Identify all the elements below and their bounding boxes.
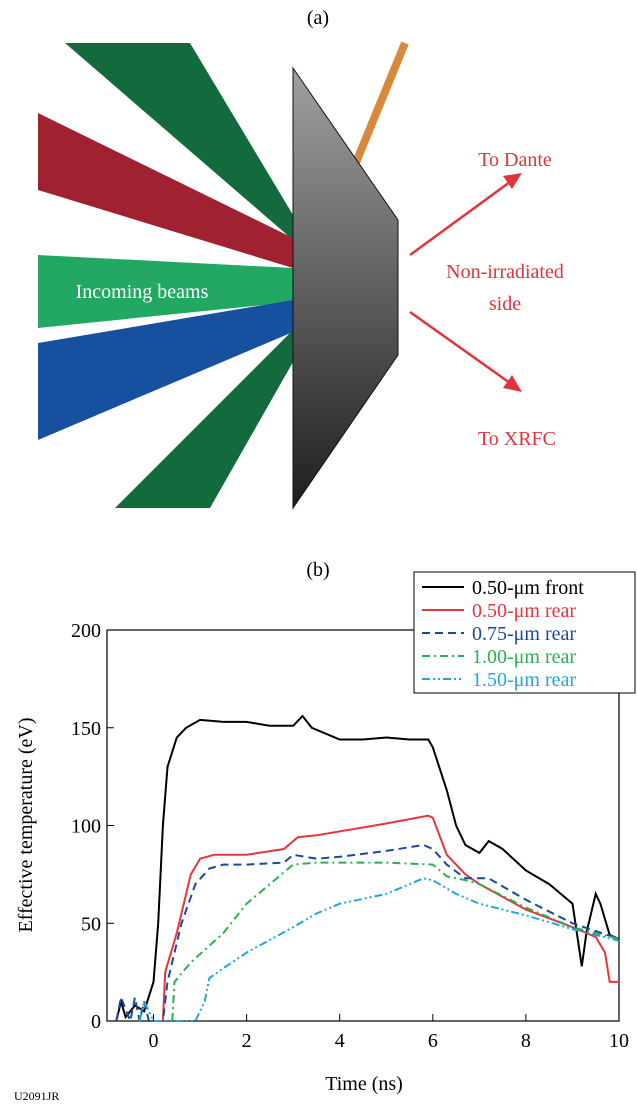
target <box>292 66 399 510</box>
series-line <box>138 877 620 1022</box>
series-line <box>115 714 620 1022</box>
to-dante: To Dante <box>478 149 552 171</box>
legend-label: 0.50-μm rear <box>472 600 576 622</box>
beam <box>38 300 293 440</box>
x-tick-label: 10 <box>609 1030 629 1052</box>
series-line <box>115 843 620 1025</box>
probe-rod <box>351 41 409 167</box>
y-tick-label: 200 <box>71 620 101 642</box>
x-axis-label: Time (ns) <box>325 1073 403 1095</box>
x-tick-label: 6 <box>428 1030 438 1052</box>
legend-label: 0.50-μm front <box>472 577 584 599</box>
y-tick-label: 0 <box>91 1011 101 1033</box>
legend-label: 1.50-μm rear <box>472 669 576 691</box>
panel-label: (a) <box>307 7 329 29</box>
arrows <box>409 173 522 392</box>
legend-label: 0.75-μm rear <box>472 623 576 645</box>
beam <box>65 43 293 240</box>
y-axis-label: Effective temperature (eV) <box>15 717 37 932</box>
x-tick-label: 4 <box>335 1030 345 1052</box>
figure-id: U2091JR <box>14 1089 59 1103</box>
beam <box>38 113 293 268</box>
panel-label: (b) <box>306 559 329 581</box>
side-label: Non-irradiated <box>446 261 564 283</box>
legend-label: 1.00-μm rear <box>472 646 576 668</box>
series-line <box>171 861 620 1022</box>
side-label: side <box>489 293 521 315</box>
y-tick-label: 100 <box>71 816 101 838</box>
y-tick-label: 50 <box>81 913 101 935</box>
beam <box>38 255 293 328</box>
x-tick-label: 2 <box>242 1030 252 1052</box>
to-xrfc: To XRFC <box>478 428 556 450</box>
beam <box>115 330 293 508</box>
x-tick-label: 8 <box>521 1030 531 1052</box>
series-line <box>161 814 619 1022</box>
y-tick-label: 150 <box>71 718 101 740</box>
x-tick-label: 0 <box>149 1030 159 1052</box>
beam-label: Incoming beams <box>76 281 209 303</box>
